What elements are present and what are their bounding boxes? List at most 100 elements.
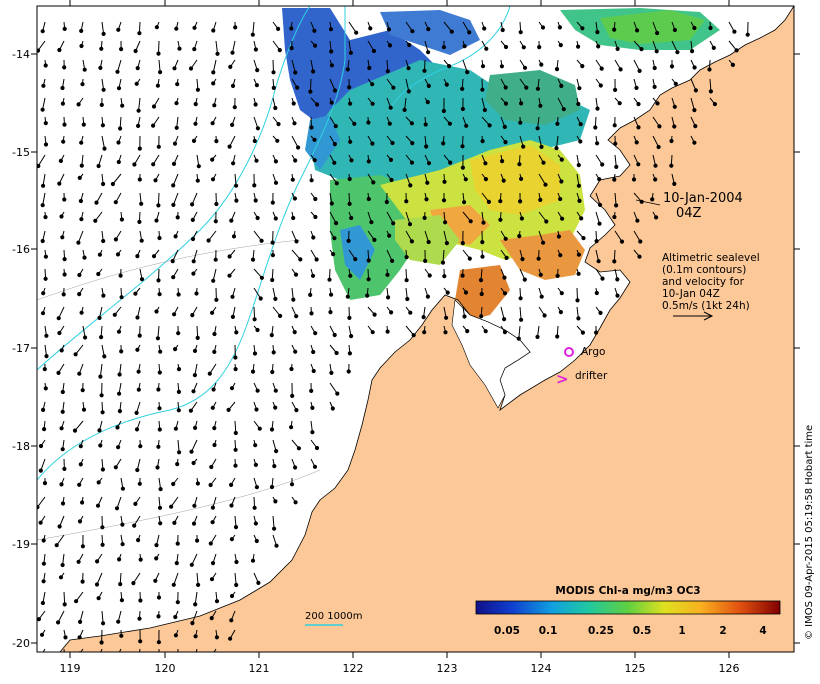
velocity-arrow-head — [333, 89, 336, 92]
velocity-arrow-head — [522, 46, 525, 49]
velocity-arrow-head — [254, 199, 257, 202]
velocity-arrow-head — [57, 621, 60, 624]
velocity-arrow-head — [581, 65, 584, 68]
velocity-arrow-head — [480, 315, 483, 318]
velocity-arrow-head — [97, 272, 100, 275]
velocity-arrow-head — [116, 426, 119, 429]
velocity-arrow-head — [427, 28, 430, 31]
velocity-arrow-head — [559, 197, 562, 200]
velocity-arrow-head — [448, 122, 451, 125]
velocity-arrow-head — [598, 222, 601, 225]
velocity-arrow-head — [469, 220, 472, 223]
velocity-arrow-head — [42, 562, 45, 565]
velocity-arrow-head — [519, 200, 522, 203]
velocity-arrow-head — [408, 43, 411, 46]
velocity-arrow-head — [691, 50, 694, 53]
velocity-arrow-head — [135, 411, 138, 414]
velocity-arrow-head — [346, 295, 349, 298]
velocity-arrow-head — [463, 315, 466, 318]
velocity-arrow-head — [175, 126, 178, 129]
velocity-arrow-head — [271, 201, 274, 204]
velocity-arrow-head — [367, 160, 370, 163]
velocity-arrow-head — [520, 318, 523, 321]
velocity-arrow-head — [597, 45, 600, 48]
velocity-arrow-head — [349, 102, 352, 105]
velocity-arrow-head — [157, 641, 160, 644]
velocity-arrow-head — [367, 278, 370, 281]
velocity-arrow-head — [178, 47, 181, 50]
velocity-arrow-head — [373, 313, 376, 316]
velocity-arrow-head — [653, 85, 656, 88]
velocity-arrow-head — [101, 526, 104, 529]
velocity-arrow-head — [577, 164, 580, 167]
velocity-arrow-head — [96, 560, 99, 563]
velocity-arrow-head — [192, 139, 195, 142]
velocity-arrow-head — [211, 562, 214, 565]
velocity-arrow-head — [555, 147, 558, 150]
velocity-arrow-head — [175, 102, 178, 105]
velocity-arrow-head — [638, 69, 641, 72]
velocity-arrow-head — [503, 276, 506, 279]
velocity-arrow-head — [174, 348, 177, 351]
velocity-arrow-head — [333, 161, 336, 164]
velocity-arrow-head — [330, 371, 333, 374]
velocity-arrow-head — [482, 221, 485, 224]
velocity-arrow-head — [408, 223, 411, 226]
velocity-arrow-head — [102, 239, 105, 242]
velocity-arrow-head — [638, 255, 641, 258]
velocity-arrow-head — [468, 31, 471, 34]
velocity-arrow-head — [118, 392, 121, 395]
velocity-arrow-head — [172, 203, 175, 206]
velocity-arrow-head — [158, 371, 161, 374]
velocity-arrow-head — [654, 178, 657, 181]
velocity-arrow-head — [446, 291, 449, 294]
velocity-arrow-head — [233, 106, 236, 109]
velocity-arrow-head — [94, 219, 97, 222]
velocity-arrow-head — [191, 203, 194, 206]
velocity-arrow-head — [271, 278, 274, 281]
velocity-arrow-head — [540, 295, 543, 298]
velocity-arrow-head — [121, 487, 124, 490]
velocity-arrow-head — [155, 26, 158, 29]
velocity-arrow-head — [157, 388, 160, 391]
velocity-arrow-head — [191, 218, 194, 221]
velocity-arrow-head — [195, 292, 198, 295]
velocity-arrow-head — [291, 178, 294, 181]
velocity-arrow-head — [504, 141, 507, 144]
velocity-arrow-head — [637, 126, 640, 129]
velocity-arrow-head — [348, 177, 351, 180]
velocity-arrow-head — [210, 465, 213, 468]
velocity-arrow-head — [461, 242, 464, 245]
velocity-arrow-head — [274, 389, 277, 392]
velocity-arrow-head — [273, 527, 276, 530]
velocity-arrow-head — [55, 544, 58, 547]
velocity-arrow-head — [138, 334, 141, 337]
velocity-arrow-head — [556, 122, 559, 125]
lat-tick: -18 — [12, 440, 30, 453]
velocity-arrow-head — [154, 579, 157, 582]
velocity-arrow-head — [77, 103, 80, 106]
velocity-arrow-head — [78, 176, 81, 179]
velocity-arrow-head — [117, 87, 120, 90]
velocity-arrow-head — [156, 466, 159, 469]
velocity-arrow-head — [445, 242, 448, 245]
velocity-arrow-head — [536, 87, 539, 90]
velocity-arrow-head — [120, 48, 123, 51]
velocity-arrow-head — [581, 331, 584, 334]
velocity-arrow-head — [251, 258, 254, 261]
velocity-arrow-head — [80, 29, 83, 32]
velocity-arrow-head — [234, 526, 237, 529]
velocity-arrow-head — [314, 215, 317, 218]
velocity-arrow-head — [152, 255, 155, 258]
velocity-arrow-head — [80, 218, 83, 221]
velocity-arrow-head — [274, 181, 277, 184]
velocity-arrow-head — [159, 522, 162, 525]
velocity-arrow-head — [332, 253, 335, 256]
velocity-arrow-head — [712, 46, 715, 49]
lat-tick: -14 — [12, 48, 30, 61]
velocity-arrow-head — [274, 500, 277, 503]
velocity-arrow-head — [158, 236, 161, 239]
velocity-arrow-head — [193, 374, 196, 377]
velocity-arrow-head — [152, 163, 155, 166]
velocity-arrow-head — [409, 184, 412, 187]
